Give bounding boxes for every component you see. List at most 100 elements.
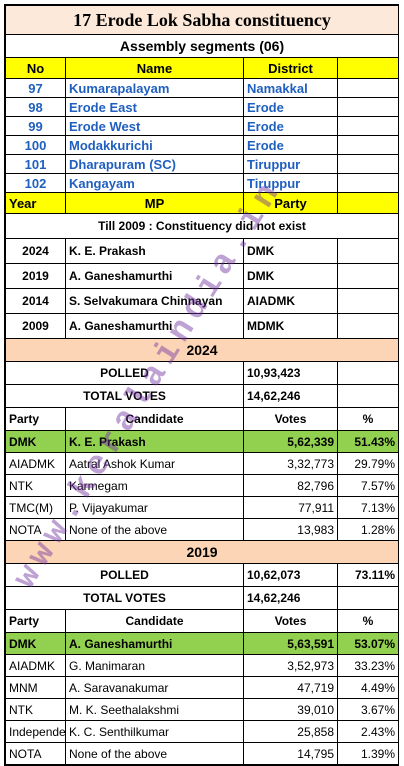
polled-value: 10,93,423	[243, 361, 338, 385]
constituency-sheet: 17 Erode Lok Sabha constituency Assembly…	[4, 4, 400, 766]
segment-name: Kumarapalayam	[65, 78, 244, 98]
mp-party: DMK	[243, 263, 338, 289]
segment-row: 100 Modakkurichi Erode	[5, 135, 400, 155]
mp-row: 2009 A. Ganeshamurthi MDMK	[5, 313, 400, 339]
total-votes-label: TOTAL VOTES	[5, 384, 244, 408]
result-candidate: None of the above	[65, 518, 244, 541]
total-votes-row: TOTAL VOTES 14,62,246	[5, 384, 400, 408]
mp-row: 2014 S. Selvakumara Chinnayan AIADMK	[5, 288, 400, 314]
result-row: AIADMK G. Manimaran 3,52,973 33.23%	[5, 654, 400, 677]
segment-no-header: No	[5, 57, 66, 79]
segment-no: 101	[5, 154, 66, 174]
election-year: 2024	[4, 338, 400, 362]
result-percent: 29.79%	[336, 452, 400, 475]
segment-blank	[336, 116, 400, 136]
polled-label: POLLED	[5, 361, 244, 385]
result-votes: 3,52,973	[243, 654, 338, 677]
percent-header: %	[336, 609, 400, 633]
mp-note-row: Till 2009 : Constituency did not exist	[4, 213, 400, 239]
result-percent: 2.43%	[336, 720, 400, 743]
segment-district: Tiruppur	[243, 173, 338, 193]
segment-district: Erode	[243, 97, 338, 117]
polled-row: POLLED 10,62,073 73.11%	[5, 563, 400, 587]
segment-row: 98 Erode East Erode	[5, 97, 400, 117]
segment-no: 97	[5, 78, 66, 98]
mp-blank	[336, 313, 400, 339]
result-candidate: G. Manimaran	[65, 654, 244, 677]
result-candidate: A. Saravanakumar	[65, 676, 244, 699]
segment-blank	[336, 135, 400, 155]
result-votes: 47,719	[243, 676, 338, 699]
mp-party-header: Party	[243, 192, 338, 214]
segment-district-header: District	[243, 57, 338, 79]
result-row: AIADMK Aatral Ashok Kumar 3,32,773 29.79%	[5, 452, 400, 475]
result-candidate: M. K. Seethalakshmi	[65, 698, 244, 721]
result-candidate: K. C. Senthilkumar	[65, 720, 244, 743]
total-votes-value: 14,62,246	[243, 384, 338, 408]
winner-row: DMK K. E. Prakash 5,62,339 51.43%	[5, 430, 400, 453]
mp-party: DMK	[243, 238, 338, 264]
mp-year: 2014	[5, 288, 66, 314]
segment-no: 100	[5, 135, 66, 155]
segment-district: Erode	[243, 116, 338, 136]
polled-value: 10,62,073	[243, 563, 338, 587]
segment-blank	[336, 173, 400, 193]
segment-district: Namakkal	[243, 78, 338, 98]
result-row: TMC(M) P. Vijayakumar 77,911 7.13%	[5, 496, 400, 519]
candidate-header: Candidate	[65, 407, 244, 431]
mp-name: K. E. Prakash	[65, 238, 244, 264]
percent-header: %	[336, 407, 400, 431]
result-party: AIADMK	[5, 452, 66, 475]
votes-header: Votes	[243, 407, 338, 431]
mp-year: 2009	[5, 313, 66, 339]
result-party: TMC(M)	[5, 496, 66, 519]
mp-header-row: Year MP Party	[5, 192, 400, 214]
result-percent: 3.67%	[336, 698, 400, 721]
mp-blank-header	[336, 192, 400, 214]
segment-blank-header	[336, 57, 400, 79]
segment-district: Tiruppur	[243, 154, 338, 174]
total-votes-blank	[336, 586, 400, 610]
result-percent: 33.23%	[336, 654, 400, 677]
polled-label: POLLED	[5, 563, 244, 587]
result-votes: 13,983	[243, 518, 338, 541]
segment-no: 102	[5, 173, 66, 193]
total-votes-value: 14,62,246	[243, 586, 338, 610]
result-party: NTK	[5, 698, 66, 721]
election-year-row: 2024	[4, 338, 400, 362]
result-row: NTK Karmegam 82,796 7.57%	[5, 474, 400, 497]
segments-header-row: No Name District	[5, 57, 400, 79]
mp-blank	[336, 238, 400, 264]
result-candidate: Aatral Ashok Kumar	[65, 452, 244, 475]
mp-blank	[336, 263, 400, 289]
result-party: NOTA	[5, 742, 66, 765]
mp-note: Till 2009 : Constituency did not exist	[4, 213, 400, 239]
segment-name: Modakkurichi	[65, 135, 244, 155]
mp-party: AIADMK	[243, 288, 338, 314]
election-year: 2019	[4, 540, 400, 564]
total-votes-blank	[336, 384, 400, 408]
result-votes: 5,63,591	[243, 632, 338, 655]
page-title: 17 Erode Lok Sabha constituency	[4, 5, 400, 35]
result-percent: 1.28%	[336, 518, 400, 541]
results-header-row: Party Candidate Votes%	[5, 609, 400, 633]
result-party: NOTA	[5, 518, 66, 541]
polled-percent: 73.11%	[336, 563, 400, 587]
result-party: Independent	[5, 720, 66, 743]
mp-row: 2019 A. Ganeshamurthi DMK	[5, 263, 400, 289]
total-votes-label: TOTAL VOTES	[5, 586, 244, 610]
segment-row: 97 Kumarapalayam Namakkal	[5, 78, 400, 98]
polled-row: POLLED 10,93,423	[5, 361, 400, 385]
result-percent: 7.57%	[336, 474, 400, 497]
result-row: NOTA None of the above 13,983 1.28%	[5, 518, 400, 541]
mp-year-header: Year	[5, 192, 66, 214]
mp-year: 2024	[5, 238, 66, 264]
mp-year: 2019	[5, 263, 66, 289]
total-votes-row: TOTAL VOTES 14,62,246	[5, 586, 400, 610]
polled-percent	[336, 361, 400, 385]
result-percent: 7.13%	[336, 496, 400, 519]
mp-name: A. Ganeshamurthi	[65, 263, 244, 289]
result-party: DMK	[5, 430, 66, 453]
result-votes: 25,858	[243, 720, 338, 743]
